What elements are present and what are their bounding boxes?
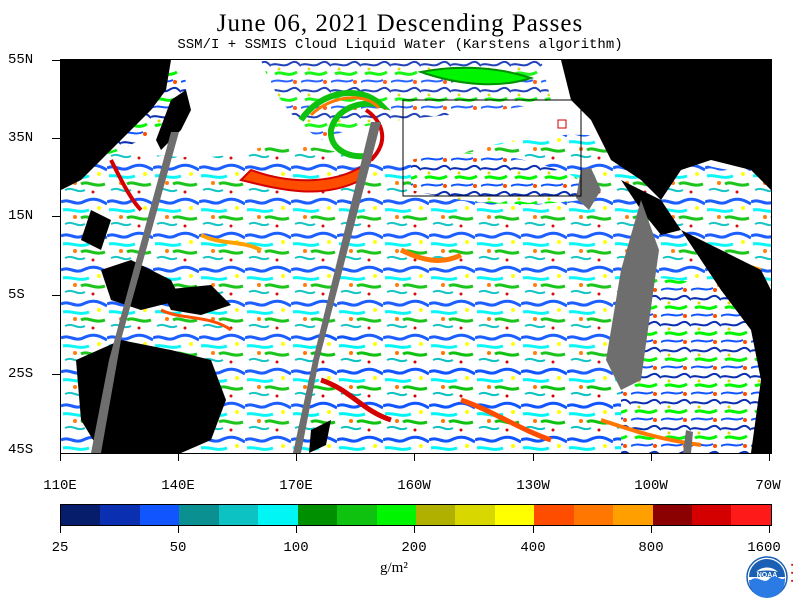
lon-tick [651,453,652,461]
color-scale-segment [297,505,338,525]
page-subtitle: SSM/I + SSMIS Cloud Liquid Water (Karste… [177,37,623,53]
analysis-box [402,99,582,197]
lon-tick [414,453,415,461]
lon-label-70w: 70W [755,478,781,494]
lat-label-5s: 5S [8,287,25,303]
color-scale-segment [100,505,140,525]
lon-label-100w: 100W [634,478,668,494]
lon-tick [178,453,179,461]
swath-central [293,122,381,453]
swath-south [683,430,693,453]
scale-label-200: 200 [401,540,427,556]
lon-tick [769,453,770,461]
page-title: June 06, 2021 Descending Passes [216,10,584,37]
scale-tick [60,525,61,533]
color-scale-segment [139,505,180,525]
color-scale-segment [415,505,456,525]
scale-tick [414,525,415,533]
lon-tick [296,453,297,461]
lat-label-55n: 55N [8,52,34,68]
scale-label-100: 100 [283,540,309,556]
lon-tick [60,453,61,461]
scale-label-1600: 1600 [747,540,781,556]
lat-tick [52,295,60,296]
lon-label-170e: 170E [279,478,313,494]
no-data-swaths [91,122,693,453]
color-scale-segment [731,505,771,525]
noaa-logo-icon[interactable]: NOAA [746,556,788,598]
color-scale-segment [337,505,377,525]
scale-unit: g/m² [380,560,408,576]
scale-label-800: 800 [638,540,664,556]
color-scale-segment [258,505,298,525]
lat-tick [52,60,60,61]
swath-west [91,132,179,453]
lat-label-15n: 15N [8,208,34,224]
lon-tick [533,453,534,461]
new-zealand-landmass [309,420,331,453]
new-guinea-landmass [161,285,231,315]
color-scale-segment [652,505,692,525]
color-scale-segment [613,505,653,525]
color-scale-segment [455,505,495,525]
lon-label-110e: 110E [43,478,77,494]
land-masses [61,60,771,453]
lat-label-45s: 45S [8,442,34,458]
color-scale-segment [179,505,219,525]
asia-landmass [61,60,171,190]
color-scale-segment [494,505,535,525]
japan-landmass [156,90,191,150]
noaa-logo-text: NOAA [757,572,778,579]
cloud-water-field [61,60,771,453]
lon-label-130w: 130W [516,478,550,494]
lon-label-140e: 140E [161,478,195,494]
scale-label-50: 50 [169,540,187,556]
color-scale-segment [61,505,101,525]
mexico-landmass [621,180,681,235]
south-america-landmass [681,230,771,453]
scale-tick [178,525,179,533]
scale-label-25: 25 [51,540,69,556]
color-scale-segment [573,505,614,525]
philippines-landmass [81,210,111,250]
swath-east [606,200,659,390]
north-america-landmass [561,60,771,200]
scale-tick [769,525,770,533]
lat-tick [52,374,60,375]
logo-side-decoration: ▪ ▪ ▪ [790,562,795,586]
cloud-water-map [60,59,772,454]
color-scale-bar [60,504,772,526]
lat-tick [52,138,60,139]
scale-tick [651,525,652,533]
lon-label-160w: 160W [397,478,431,494]
color-scale-segment [218,505,259,525]
borneo-landmass [101,260,181,310]
color-scale-segment [376,505,416,525]
small-box [557,119,567,129]
scale-label-400: 400 [520,540,546,556]
lat-label-35n: 35N [8,130,34,146]
color-scale-segment [534,505,574,525]
color-scale-segment [692,505,732,525]
swath-gulf [576,168,601,210]
lat-tick [52,216,60,217]
scale-tick [296,525,297,533]
scale-tick [533,525,534,533]
lat-label-25s: 25S [8,366,34,382]
